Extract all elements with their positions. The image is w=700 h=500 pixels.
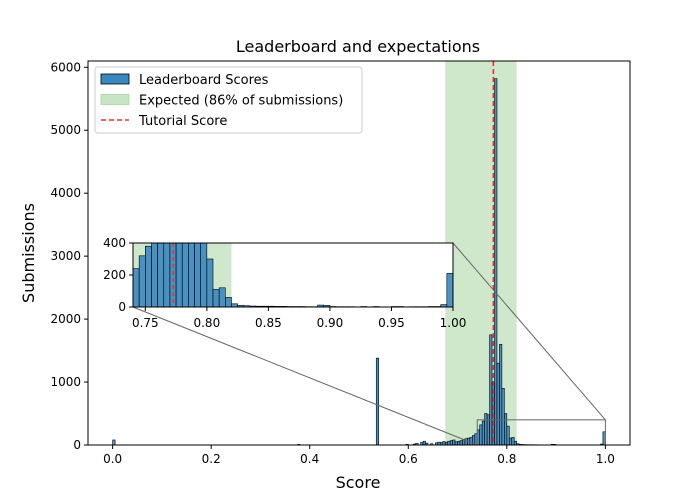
histogram-bar [504, 413, 508, 446]
inset-histogram-bar [138, 255, 146, 308]
inset-histogram-bar [194, 242, 201, 308]
x-tick-label: 0.2 [202, 452, 221, 466]
y-axis-label: Submissions [19, 203, 38, 303]
x-axis-label: Score [336, 473, 381, 492]
plot-frame [87, 60, 631, 446]
histogram-bar [484, 413, 488, 446]
histogram-bar [459, 440, 463, 446]
histogram-bar [457, 440, 461, 446]
inset-x-tick-label: 0.85 [255, 316, 282, 330]
histogram-bar [511, 437, 515, 446]
histogram-bar [375, 357, 380, 446]
histogram-bar [499, 343, 503, 446]
inset-y-tick-label: 0 [118, 300, 126, 314]
histogram-bar [112, 439, 116, 446]
legend-box [94, 66, 363, 134]
y-tick-label: 3000 [50, 249, 81, 263]
x-tick-label: 0.4 [300, 452, 319, 466]
histogram-bar [452, 439, 456, 446]
inset-histogram-bar [175, 242, 183, 308]
histogram-bar [501, 388, 505, 446]
inset-x-tick-label: 0.80 [193, 316, 220, 330]
legend-label: Leaderboard Scores [139, 73, 269, 88]
histogram-bar [489, 334, 493, 446]
legend-label: Expected (86% of submissions) [139, 94, 343, 109]
inset-histogram-bar [212, 289, 220, 308]
histogram-bar [449, 440, 453, 446]
legend: Leaderboard Scores Expected (86% of submi… [94, 66, 363, 134]
inset-histogram-bar [163, 242, 171, 308]
zoom-connector [132, 306, 478, 446]
histogram-bar [506, 425, 510, 446]
chart-title: Leaderboard and expectations [236, 37, 480, 56]
legend-swatch-bars [100, 73, 130, 85]
inset-histogram-bar [132, 268, 140, 308]
inset-histogram-bar [157, 242, 165, 308]
histogram-bar [442, 441, 446, 446]
zoom-connector [452, 242, 606, 421]
y-tick-label: 5000 [50, 123, 81, 137]
inset-histogram-bar [181, 242, 189, 308]
inset-histogram-bar [206, 258, 214, 308]
histogram-bar [494, 78, 498, 446]
x-tick-label: 0.0 [103, 452, 122, 466]
y-tick-label: 0 [73, 438, 81, 452]
histogram-bar [496, 362, 500, 446]
expected-band [445, 61, 517, 445]
y-tick-label: 6000 [50, 60, 81, 74]
inset-x-tick-label: 0.90 [317, 316, 344, 330]
histogram-bar [508, 437, 513, 446]
histogram-bar [464, 438, 468, 446]
expected-band-rect [445, 61, 517, 445]
inset-histogram-bar [446, 273, 454, 308]
inset-histogram-bar [218, 287, 226, 308]
y-tick-label: 4000 [50, 186, 81, 200]
x-tick-label: 0.8 [497, 452, 516, 466]
legend-label: Tutorial Score [138, 114, 227, 129]
inset-y-tick-label: 400 [103, 236, 126, 250]
inset-chart: 0.75 0.80 0.85 0.90 0.95 1.00 0 200 400 [103, 236, 466, 330]
inset-x-tick-label: 0.75 [132, 316, 159, 330]
inset-histogram-bar [151, 242, 158, 308]
histogram-bar [469, 437, 473, 446]
histogram-bar [486, 414, 490, 446]
y-tick-label: 1000 [50, 375, 81, 389]
x-tick-label: 0.6 [399, 452, 418, 466]
x-tick-label: 1.0 [596, 452, 615, 466]
inset-y-tick-label: 200 [103, 268, 126, 282]
inset-x-tick-label: 1.00 [440, 316, 467, 330]
inset-x-tick-label: 0.95 [378, 316, 405, 330]
inset-histogram-bar [200, 242, 208, 308]
histogram-bar [447, 440, 451, 446]
inset-histogram-bar [188, 242, 195, 308]
main-axes: 0.0 0.2 0.4 0.6 0.8 1.00100020003000400050006… [50, 60, 631, 466]
histogram-bar [422, 440, 426, 446]
inset-histogram-bar [145, 245, 152, 308]
legend-swatch-band [100, 94, 130, 105]
histogram-bar [481, 420, 485, 446]
histogram-bar [479, 424, 483, 446]
inset-histogram-bar [225, 297, 232, 308]
histogram-bar [513, 440, 517, 446]
y-tick-label: 2000 [50, 312, 81, 326]
